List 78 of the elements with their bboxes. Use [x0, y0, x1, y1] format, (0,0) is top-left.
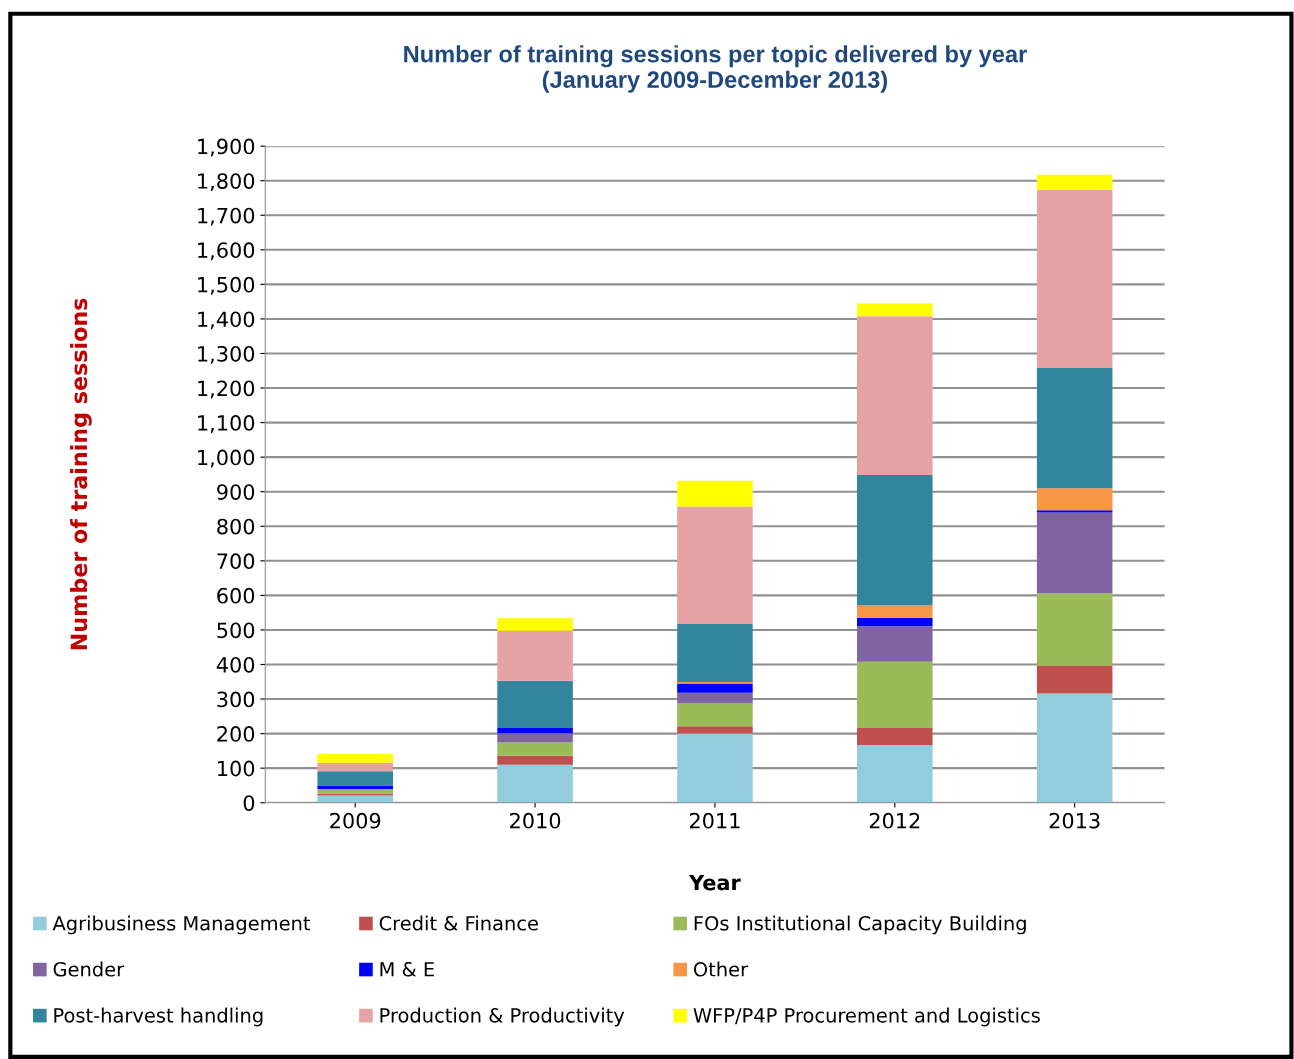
chart-title: Number of training sessions per topic delivered by year (January 2009-December 2013) [404, 45, 1027, 93]
bar [857, 303, 933, 317]
x-axis-title: Year [688, 874, 741, 891]
bar [497, 680, 573, 729]
bar [317, 788, 393, 794]
bar [1036, 174, 1113, 191]
bar [317, 771, 393, 786]
bar [497, 618, 573, 631]
bar [1036, 190, 1113, 368]
bar [677, 703, 753, 727]
bar [1036, 368, 1113, 489]
bar [1036, 510, 1113, 513]
bar [317, 785, 393, 789]
y-tick-label: 1,600 [198, 242, 255, 261]
bar [857, 605, 933, 618]
bar [1036, 512, 1113, 594]
bar [857, 626, 933, 662]
bar [1036, 488, 1113, 511]
legend-label: Production & Productivity [380, 1007, 625, 1027]
legend-label: Credit & Finance [379, 915, 538, 931]
y-tick-label: 600 [217, 587, 255, 604]
y-tick-label: 200 [217, 726, 255, 742]
bar [497, 630, 573, 681]
y-tick-label: 1,900 [198, 138, 255, 157]
y-tick-label: 1,300 [198, 345, 255, 364]
bar [317, 754, 393, 763]
y-tick-label: 1,100 [198, 415, 255, 433]
x-tick-label: 2012 [869, 812, 920, 829]
y-tick-label: 1,700 [198, 207, 255, 226]
y-tick-label: 1,000 [198, 449, 255, 468]
y-tick-label: 800 [217, 518, 255, 535]
legend-label: Other [693, 961, 749, 977]
bar [1036, 665, 1113, 694]
bar [677, 624, 753, 683]
y-tick-label: 1,800 [198, 173, 255, 192]
bar [317, 762, 393, 772]
y-tick-label: 500 [217, 622, 255, 639]
y-tick-label: 900 [217, 484, 255, 500]
y-tick-label: 1,500 [198, 276, 255, 295]
y-tick-label: 1,400 [198, 311, 255, 330]
bar [677, 683, 753, 693]
y-axis-title: Number of training sessions [70, 298, 92, 650]
legend-label: WFP/P4P Procurement and Logistics [693, 1007, 1040, 1027]
bar [497, 728, 573, 734]
bar [857, 728, 933, 746]
bar [317, 793, 393, 796]
bar [677, 692, 753, 704]
bar [857, 745, 933, 803]
bar [497, 755, 573, 765]
legend-label: Agribusiness Management [52, 915, 311, 935]
x-tick-label: 2010 [510, 812, 561, 829]
y-tick-label: 0 [243, 795, 255, 811]
bar [317, 795, 393, 803]
bar [677, 480, 753, 507]
bar [677, 506, 753, 625]
bar [497, 742, 573, 756]
y-tick-label: 300 [217, 691, 255, 708]
bar [857, 316, 933, 476]
legend-label: M & E [380, 961, 434, 977]
bar [1036, 693, 1113, 803]
x-tick-label: 2013 [1049, 812, 1100, 829]
y-tick-label: 700 [217, 553, 255, 570]
bar [497, 733, 573, 743]
bar [497, 764, 573, 803]
bar [857, 475, 933, 606]
legend-label: Gender [53, 961, 125, 977]
legend-label: FOs Institutional Capacity Building [694, 915, 1026, 935]
bar [857, 617, 933, 627]
x-tick-label: 2011 [689, 812, 740, 829]
y-tick-label: 1,200 [198, 380, 255, 399]
y-tick-label: 400 [216, 656, 255, 673]
bar [1036, 593, 1113, 666]
bar [677, 726, 753, 734]
y-tick-label: 100 [218, 760, 255, 777]
x-tick-label: 2009 [330, 812, 381, 829]
bar [857, 661, 933, 729]
legend-label: Post-harvest handling [54, 1007, 263, 1027]
bar [677, 733, 753, 803]
